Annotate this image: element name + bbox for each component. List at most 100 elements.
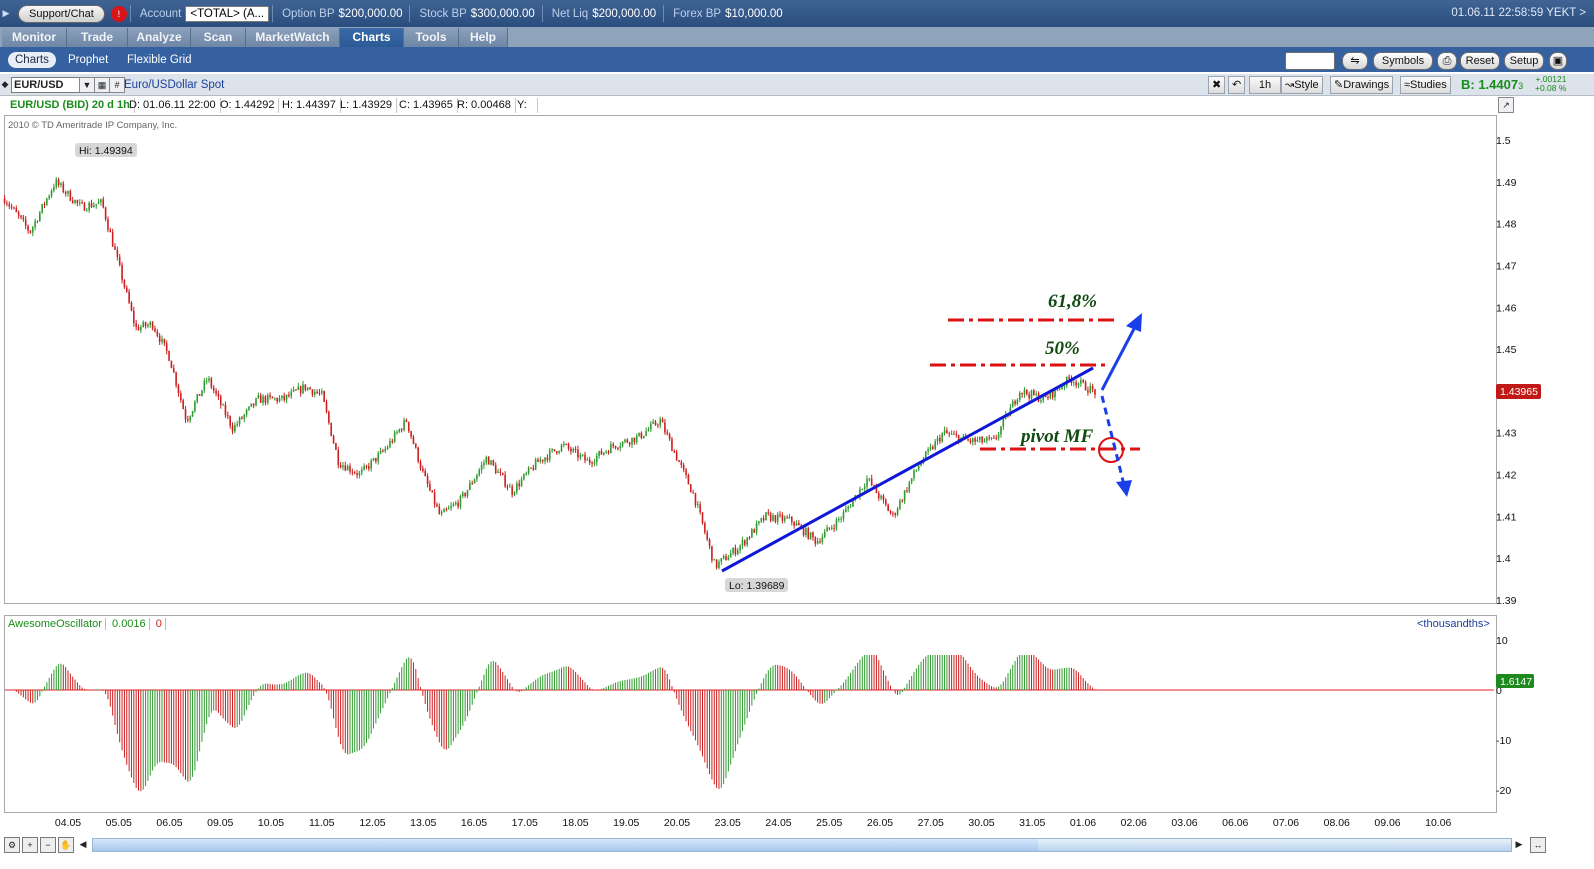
tab-help[interactable]: Help <box>459 28 508 47</box>
change-percent: +0.08 % <box>1535 83 1567 93</box>
symbol-input[interactable]: EUR/USD <box>11 77 91 93</box>
candle-body <box>685 469 687 475</box>
candle-body <box>473 479 476 484</box>
tab-monitor[interactable]: Monitor <box>2 28 67 47</box>
candle-body <box>149 322 152 325</box>
candle-body <box>983 440 986 443</box>
candle-body <box>534 459 537 470</box>
account-selector[interactable]: <TOTAL> (A... <box>185 5 270 22</box>
candle-body <box>180 393 182 401</box>
trend-line[interactable] <box>721 366 1094 573</box>
subtab-flexible-grid[interactable]: Flexible Grid <box>127 54 192 66</box>
timeframe-button[interactable]: 1h <box>1249 76 1281 94</box>
candle-body <box>41 204 43 213</box>
chart-menu-icon[interactable]: ◆ <box>1 79 9 89</box>
zoom-in-icon[interactable]: + <box>22 837 38 853</box>
subtab-prophet[interactable]: Prophet <box>68 54 109 66</box>
candle-body <box>83 202 86 211</box>
candle-body <box>342 465 344 468</box>
candle-body <box>734 547 737 555</box>
bid-change: +.00121 +0.08 % <box>1535 75 1566 93</box>
candle-body <box>321 391 323 393</box>
scroll-left-icon[interactable]: ◀ <box>79 839 87 849</box>
candle-body <box>901 500 904 502</box>
candle-body <box>1035 393 1038 395</box>
scroll-right-icon[interactable]: ▶ <box>1515 839 1523 849</box>
candle-body <box>415 443 417 448</box>
scrollbar-thumb[interactable] <box>93 839 1038 851</box>
date-tick-label: 27.05 <box>918 817 944 829</box>
option-bp-label: Option BP <box>282 7 335 20</box>
reset-button[interactable]: Reset <box>1460 52 1500 70</box>
candle-body <box>332 435 335 444</box>
candle-body <box>97 202 100 204</box>
candle-body <box>1061 386 1063 389</box>
dropdown-arrow-icon[interactable]: ▼ <box>79 77 95 93</box>
candle-body <box>511 486 513 495</box>
candle-body <box>647 429 650 432</box>
candle-body <box>6 203 8 205</box>
hi-label: Hi: 1.49394 <box>79 145 133 157</box>
fit-width-icon[interactable]: ↔ <box>1530 837 1546 853</box>
candle-body <box>969 440 972 443</box>
alert-icon[interactable]: ! <box>110 5 127 22</box>
candle-body <box>504 474 506 487</box>
tab-analyze[interactable]: Analyze <box>128 28 191 47</box>
candle-body <box>579 454 582 458</box>
tab-scan[interactable]: Scan <box>191 28 246 47</box>
candle-body <box>986 437 988 441</box>
chart-toolbar: ◆ EUR/USD ▼ ▦ # Euro/USDollar Spot ✖ ↶ 1… <box>0 74 1594 96</box>
zoom-out-icon[interactable]: − <box>40 837 56 853</box>
clock[interactable]: 01.06.11 22:58:59 YEKT > <box>1451 7 1586 19</box>
pan-hand-icon[interactable]: ✋ <box>58 837 74 853</box>
candle-body <box>565 443 568 445</box>
candle-body <box>988 437 991 439</box>
drawings-button[interactable]: ✎Drawings <box>1330 76 1394 94</box>
price-tick-label: 1.46 <box>1496 302 1517 314</box>
studies-button[interactable]: ≈Studies <box>1400 76 1451 94</box>
tab-charts[interactable]: Charts <box>340 28 404 47</box>
symbols-button[interactable]: Symbols <box>1373 52 1433 70</box>
candle-body <box>971 438 974 443</box>
setup-button[interactable]: Setup <box>1504 52 1544 70</box>
print-icon[interactable]: ⎙ <box>1437 52 1457 70</box>
support-chat-button[interactable]: Support/Chat <box>18 4 105 23</box>
candle-body <box>344 465 347 471</box>
hash-button[interactable]: # <box>109 77 125 93</box>
candle-body <box>452 504 455 506</box>
price-tick-label: 1.42 <box>1496 470 1517 482</box>
subtab-charts[interactable]: Charts <box>8 52 56 68</box>
scrollbar-track[interactable] <box>92 838 1512 852</box>
collapse-arrow-icon[interactable]: ▶ <box>2 8 10 18</box>
drawings-label: Drawings <box>1343 79 1390 91</box>
tab-marketwatch[interactable]: MarketWatch <box>246 28 340 47</box>
color-swatch-box[interactable] <box>1285 52 1335 70</box>
crosshair-tool-icon[interactable]: ✖ <box>1208 76 1226 94</box>
candle-body <box>896 508 899 515</box>
candle-body <box>581 454 584 456</box>
oscillator-name[interactable]: AwesomeOscillator <box>5 618 106 630</box>
tab-tools[interactable]: Tools <box>404 28 459 47</box>
divider <box>272 5 274 22</box>
candle-body <box>372 457 375 461</box>
settings-gear-icon[interactable]: ⚙ <box>4 837 20 853</box>
candle-body <box>1018 392 1021 400</box>
style-button[interactable]: ↝Style <box>1281 76 1323 94</box>
candle-body <box>936 437 939 442</box>
magnet-tool-icon[interactable]: ↶ <box>1228 76 1246 94</box>
detach-icon[interactable]: ▣ <box>1549 52 1567 70</box>
candle-body <box>920 463 922 466</box>
candle-body <box>1089 385 1092 393</box>
candle-body <box>313 391 316 395</box>
candle-body <box>262 396 264 403</box>
candle-body <box>1026 389 1028 395</box>
candle-body <box>957 435 960 443</box>
price-chart-panel[interactable] <box>4 115 1497 604</box>
chart-type-icon[interactable]: ↗ <box>1498 97 1514 113</box>
oscillator-panel[interactable] <box>4 615 1497 813</box>
tab-trade[interactable]: Trade <box>67 28 128 47</box>
candle-body <box>299 386 302 394</box>
link-icon[interactable]: ⇋ <box>1342 52 1368 70</box>
chart-canvas: 1.51.491.481.471.461.451.441.431.421.411… <box>3 135 1541 829</box>
candle-body <box>513 492 516 495</box>
